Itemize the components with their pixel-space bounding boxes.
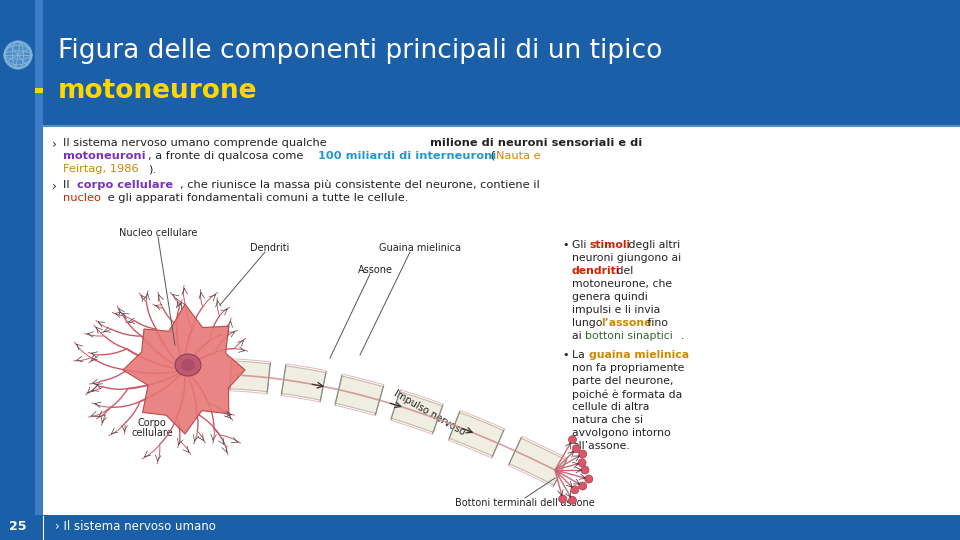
Polygon shape [391,392,443,433]
Polygon shape [509,438,566,485]
Circle shape [571,486,579,494]
Circle shape [568,436,577,444]
Text: (: ( [487,151,495,161]
Text: del: del [613,266,634,276]
Text: ›: › [52,138,57,151]
Text: cellule di altra: cellule di altra [572,402,649,412]
Ellipse shape [175,354,201,376]
Text: 25: 25 [10,521,27,534]
Polygon shape [281,366,325,400]
Text: La: La [572,350,588,360]
Text: Gli: Gli [572,240,589,250]
Text: ›: › [52,180,57,193]
Text: milione di neuroni sensoriali e di: milione di neuroni sensoriali e di [430,138,642,148]
Text: Assone: Assone [358,265,393,275]
Text: motoneuroni: motoneuroni [63,151,146,161]
Text: neuroni giungono ai: neuroni giungono ai [572,253,682,263]
Polygon shape [449,413,503,456]
Text: parte del neurone,: parte del neurone, [572,376,674,386]
Text: .: . [681,331,684,341]
Circle shape [4,41,32,69]
Text: , a fronte di qualcosa come: , a fronte di qualcosa come [148,151,307,161]
Text: Bottoni terminali dell'assone: Bottoni terminali dell'assone [455,498,595,508]
Polygon shape [335,376,383,414]
Text: ).: ). [148,164,156,174]
Circle shape [579,450,587,458]
Text: •: • [562,350,568,360]
Text: Impulso nervoso: Impulso nervoso [392,388,467,437]
Text: Corpo: Corpo [137,418,166,428]
Text: 100 miliardi di interneuroni: 100 miliardi di interneuroni [318,151,496,161]
Circle shape [579,482,587,490]
Text: l’assone: l’assone [601,318,652,328]
Text: e gli apparati fondamentali comuni a tutte le cellule.: e gli apparati fondamentali comuni a tut… [104,193,408,203]
Text: degli altri: degli altri [625,240,680,250]
Text: ai: ai [572,331,586,341]
Text: guaina mielinica: guaina mielinica [589,350,689,360]
FancyBboxPatch shape [35,0,43,540]
Text: › Il sistema nervoso umano: › Il sistema nervoso umano [55,521,216,534]
Text: lungo: lungo [572,318,606,328]
FancyBboxPatch shape [35,88,43,93]
Text: bottoni sinaptici: bottoni sinaptici [585,331,673,341]
Text: Figura delle componenti principali di un tipico: Figura delle componenti principali di un… [58,38,662,64]
Text: Il: Il [63,180,73,190]
Circle shape [559,495,566,503]
Text: Guaina mielinica: Guaina mielinica [379,243,461,253]
Text: dendriti: dendriti [572,266,620,276]
Text: Feirtag, 1986: Feirtag, 1986 [63,164,138,174]
Polygon shape [123,304,245,434]
Text: •: • [562,240,568,250]
Text: poiché è formata da: poiché è formata da [572,389,683,400]
Polygon shape [229,361,270,392]
Text: genera quindi: genera quindi [572,292,648,302]
Text: stimoli: stimoli [589,240,630,250]
Text: fino: fino [644,318,668,328]
Text: natura che si: natura che si [572,415,643,425]
Circle shape [581,466,589,474]
Text: Il sistema nervoso umano comprende qualche: Il sistema nervoso umano comprende qualc… [63,138,330,148]
Circle shape [585,475,593,483]
Text: Dendriti: Dendriti [251,243,290,253]
Text: avvolgono intorno: avvolgono intorno [572,428,671,438]
Text: nucleo: nucleo [63,193,101,203]
Text: Nauta e: Nauta e [496,151,540,161]
Ellipse shape [181,359,195,371]
Text: impulsi e li invia: impulsi e li invia [572,305,660,315]
Text: , che riunisce la massa più consistente del neurone, contiene il: , che riunisce la massa più consistente … [180,180,540,191]
Circle shape [572,445,580,453]
Text: motoneurone: motoneurone [58,78,257,104]
FancyBboxPatch shape [43,0,960,125]
Text: corpo cellulare: corpo cellulare [77,180,173,190]
Text: all’assone.: all’assone. [572,441,630,451]
Text: Nucleo cellulare: Nucleo cellulare [119,228,197,238]
FancyBboxPatch shape [0,515,960,540]
Circle shape [568,496,577,504]
Text: cellulare: cellulare [132,428,173,438]
Circle shape [578,459,586,467]
Text: non fa propriamente: non fa propriamente [572,363,684,373]
FancyBboxPatch shape [0,0,35,540]
Text: motoneurone, che: motoneurone, che [572,279,672,289]
